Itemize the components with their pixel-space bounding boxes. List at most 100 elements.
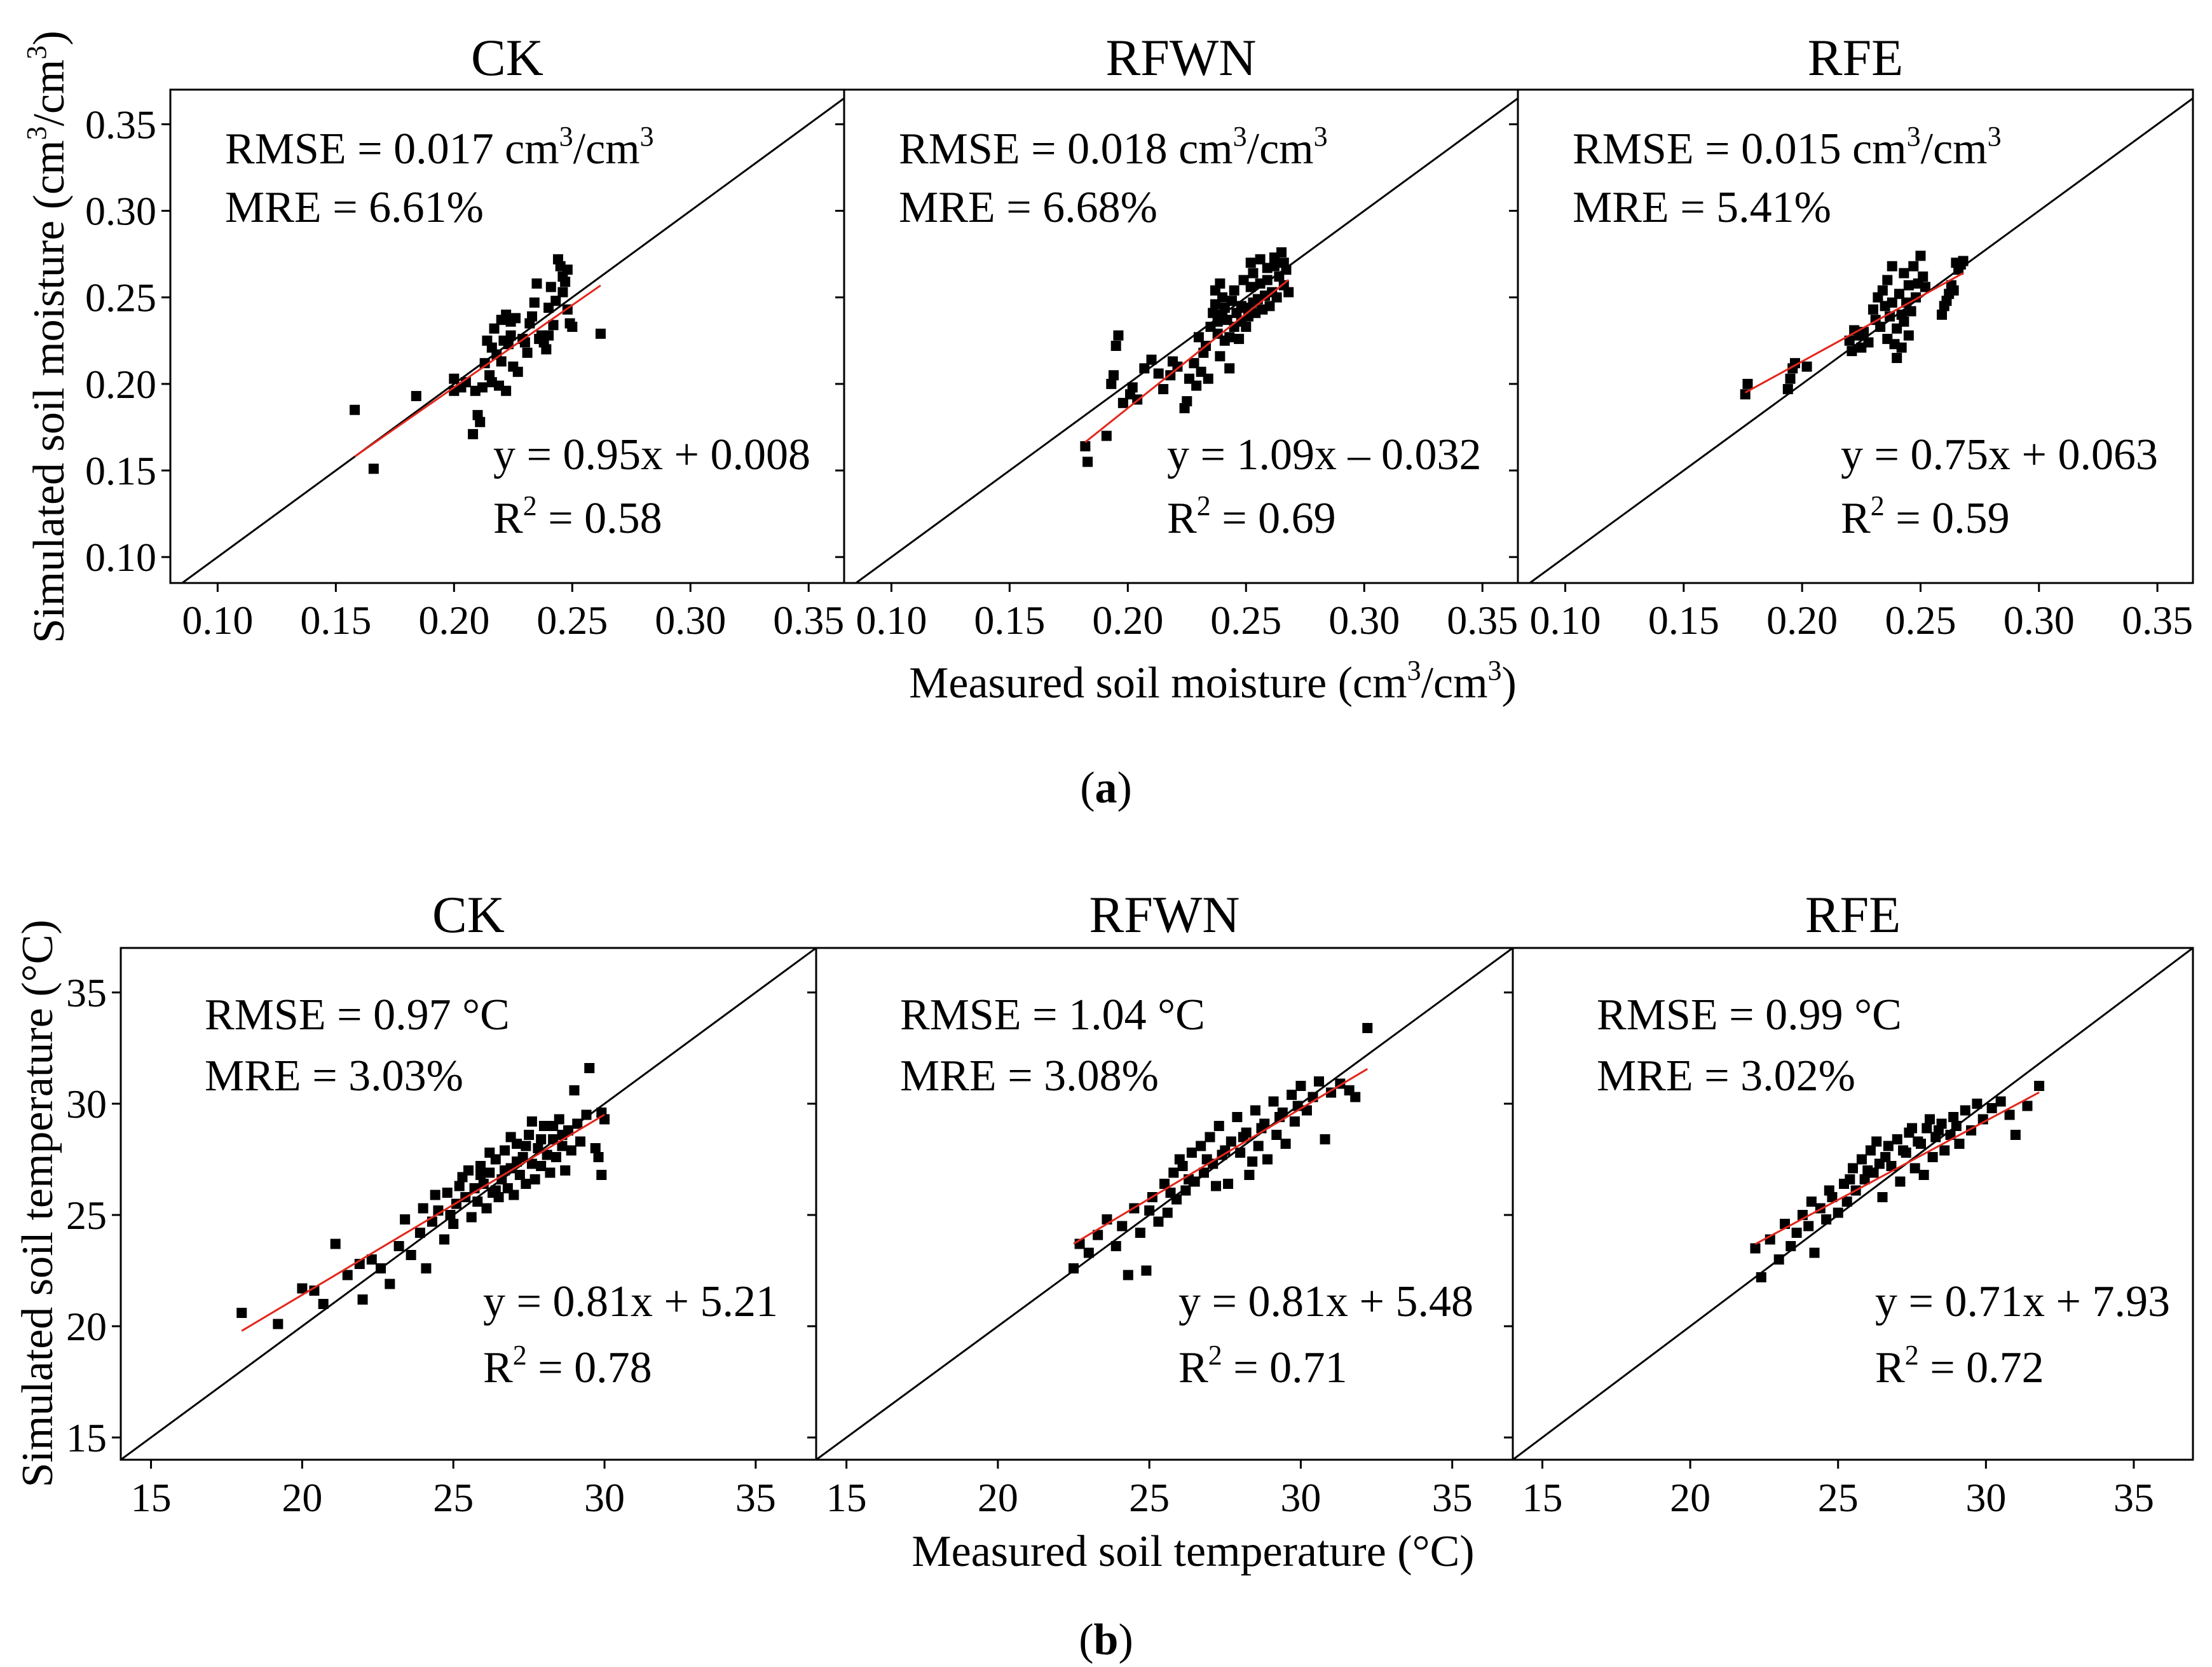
data-point <box>1899 316 1909 327</box>
data-point <box>560 277 571 287</box>
data-point <box>1916 1139 1926 1149</box>
data-point <box>1906 306 1916 317</box>
data-point <box>522 347 533 358</box>
data-point <box>533 1143 543 1153</box>
data-point <box>1865 1145 1876 1156</box>
data-point <box>567 322 578 333</box>
superscript: 3 <box>1488 655 1502 686</box>
data-point <box>1887 297 1897 308</box>
rmse-unit: /cm <box>573 125 640 174</box>
data-point <box>1896 342 1907 353</box>
y-tick-label: 0.20 <box>85 362 156 407</box>
data-point <box>1801 361 1812 372</box>
data-point <box>1845 1174 1855 1184</box>
data-point <box>1123 1270 1133 1280</box>
data-point <box>1972 1099 1983 1109</box>
data-point <box>1894 289 1904 299</box>
data-point <box>526 1116 537 1127</box>
data-point <box>1193 332 1204 343</box>
paren: ) <box>1117 764 1132 813</box>
data-point <box>541 344 552 355</box>
data-point <box>1203 373 1213 384</box>
data-point <box>548 1134 559 1144</box>
regression-line <box>1754 1091 2040 1245</box>
x-tick-label: 20 <box>282 1475 322 1520</box>
mre-text: MRE = 6.61% <box>225 183 484 232</box>
data-point <box>1245 282 1256 292</box>
data-point <box>1215 351 1225 362</box>
x-tick-label: 0.15 <box>974 598 1045 643</box>
data-point <box>1939 1145 1950 1156</box>
data-point <box>1117 397 1128 408</box>
x-tick-label: 0.35 <box>2122 598 2193 643</box>
data-point <box>496 356 507 367</box>
data-point <box>1068 1263 1079 1273</box>
y-axis-label-text: /cm <box>25 60 74 127</box>
one-to-one-line <box>816 947 1513 1461</box>
x-tick-label: 35 <box>1432 1475 1473 1520</box>
y-tick-label: 0.10 <box>85 535 156 580</box>
data-point <box>1803 1221 1814 1231</box>
data-point <box>468 429 479 439</box>
data-point <box>1253 1141 1264 1151</box>
data-point <box>1773 1254 1784 1265</box>
superscript: 2 <box>1197 490 1211 521</box>
fit-equation: y = 0.71x + 7.93 <box>1875 1277 2170 1326</box>
data-point <box>1101 430 1112 441</box>
data-point <box>548 1121 559 1131</box>
data-point <box>512 1156 522 1167</box>
data-point <box>1350 1092 1361 1102</box>
r-squared: R2 = 0.69 <box>1167 490 1336 543</box>
data-point <box>1867 304 1878 315</box>
data-point <box>1238 1132 1248 1142</box>
r-symbol: R <box>1178 1343 1208 1392</box>
rmse-text: RMSE = 0.99 °C <box>1597 991 1902 1039</box>
rmse-value: RMSE = 1.04 °C <box>900 991 1205 1039</box>
superscript: 3 <box>640 121 654 152</box>
x-tick-label: 0.20 <box>1766 598 1838 643</box>
x-tick-label: 0.35 <box>773 598 844 643</box>
data-point <box>1153 1216 1164 1227</box>
data-point <box>529 297 540 308</box>
r-squared: R2 = 0.72 <box>1875 1340 2044 1392</box>
fit-equation: y = 0.95x + 0.008 <box>493 430 810 479</box>
data-point <box>1186 1148 1197 1158</box>
data-point <box>1892 353 1902 364</box>
panel-title: RFWN <box>1106 29 1257 86</box>
r-squared-value: = 0.71 <box>1222 1343 1348 1392</box>
data-point <box>1283 287 1294 298</box>
superscript: 3 <box>1407 655 1421 686</box>
data-point <box>489 323 500 334</box>
data-point <box>1289 1116 1300 1127</box>
data-point <box>2034 1081 2045 1091</box>
data-point <box>557 287 568 298</box>
scatter-points <box>1068 1023 1373 1280</box>
rmse-text: RMSE = 0.97 °C <box>205 991 510 1039</box>
data-point <box>1958 256 1969 266</box>
data-point <box>1271 1130 1282 1140</box>
data-point <box>1106 378 1117 389</box>
x-tick-label: 0.20 <box>1092 598 1163 643</box>
data-point <box>1264 301 1275 312</box>
data-point <box>1271 292 1282 303</box>
data-point <box>1887 261 1897 271</box>
data-point <box>1903 330 1914 341</box>
data-point <box>1276 247 1287 257</box>
paren: ) <box>1118 1616 1133 1664</box>
data-point <box>2022 1101 2033 1111</box>
x-tick-label: 15 <box>131 1475 172 1520</box>
data-point <box>1224 332 1235 343</box>
r-squared: R2 = 0.59 <box>1841 490 2010 543</box>
x-tick-label: 0.10 <box>1530 598 1601 643</box>
data-point <box>439 1234 449 1245</box>
data-point <box>1986 1103 1997 1113</box>
y-tick-label: 15 <box>66 1415 107 1460</box>
data-point <box>1280 1139 1291 1149</box>
x-tick-label: 0.20 <box>418 598 489 643</box>
data-point <box>406 1250 416 1260</box>
data-point <box>1809 1247 1820 1258</box>
x-tick-label: 30 <box>1280 1475 1321 1520</box>
data-point <box>2010 1130 2021 1140</box>
data-point <box>1960 1105 1970 1116</box>
data-point <box>1287 1090 1297 1100</box>
